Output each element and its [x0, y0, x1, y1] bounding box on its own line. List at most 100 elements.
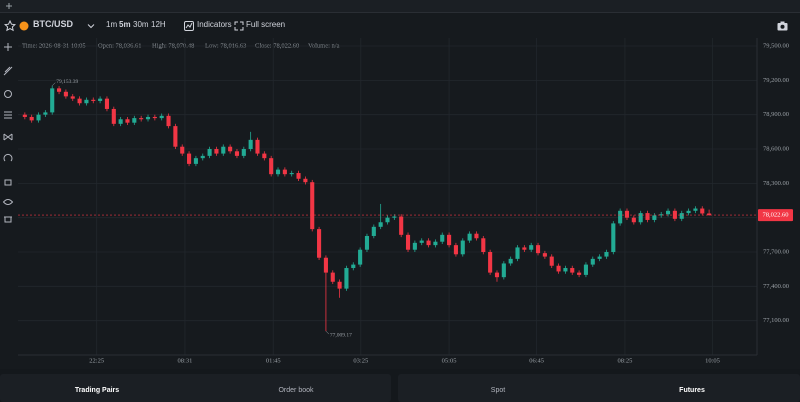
candle-body [631, 217, 636, 223]
candle-body [84, 99, 89, 104]
x-tick-label: 08:31 [178, 357, 193, 364]
drawing-tools [0, 39, 16, 369]
candle-body [597, 256, 602, 259]
candle-body [187, 153, 192, 164]
candle-body [515, 247, 520, 259]
candle-body [474, 233, 479, 239]
candle-body [289, 173, 294, 175]
candle-body [405, 234, 411, 250]
candle-body [323, 257, 328, 273]
candle-body [549, 256, 554, 266]
candle-body [63, 91, 68, 97]
candle-body [624, 210, 630, 218]
candle-body [604, 252, 609, 257]
tab[interactable]: Futures [679, 387, 705, 394]
candle-body [535, 245, 541, 254]
right-panel: Spot Futures [398, 374, 800, 402]
y-tick-label: 78,300.00 [763, 180, 789, 187]
candle-body [303, 178, 308, 183]
candle-body [522, 247, 527, 250]
interval[interactable]: 12H [151, 20, 166, 29]
delete-tool[interactable] [4, 216, 12, 223]
candle-body [118, 119, 123, 124]
low-annotation: 77,009.17 [330, 332, 352, 338]
pattern-tool[interactable] [3, 133, 13, 141]
candle-body [611, 223, 616, 253]
candle-body [104, 98, 110, 109]
add-icon[interactable] [3, 0, 15, 12]
interval[interactable]: 1m [106, 20, 118, 29]
candle-body [542, 253, 547, 257]
brush-tool[interactable] [3, 153, 13, 162]
candle-body [22, 114, 27, 117]
candle-body [77, 98, 82, 104]
candle-body [529, 245, 534, 250]
candle-body [412, 242, 417, 250]
candle-body [570, 268, 575, 273]
interval[interactable]: 30m [133, 20, 149, 29]
x-tick-label: 05:05 [442, 357, 457, 364]
fullscreen-icon[interactable] [234, 21, 244, 31]
candle-body [371, 226, 376, 236]
candle-body [453, 245, 458, 255]
y-tick-label: 79,200.00 [763, 77, 789, 84]
indicators-button[interactable]: Indicators [197, 20, 232, 29]
candle-body [98, 98, 103, 101]
y-tick-label: 77,400.00 [763, 283, 789, 290]
trendline-tool[interactable] [3, 66, 13, 76]
candle-body [665, 210, 671, 215]
candle-body [132, 118, 137, 123]
candle-body [392, 216, 397, 218]
fib-tool[interactable] [4, 111, 12, 119]
symbol[interactable]: BTC/USD [33, 19, 73, 29]
candle-body [378, 222, 383, 227]
fullscreen-button[interactable]: Full screen [246, 20, 286, 29]
y-tick-label: 77,100.00 [763, 317, 789, 324]
candle-body [275, 169, 281, 175]
candle-body [221, 146, 226, 154]
x-tick-label: 03:25 [353, 357, 368, 364]
candle-body [577, 272, 582, 275]
screenshot-icon[interactable] [777, 21, 788, 31]
candle-body [57, 88, 62, 92]
candle-body [563, 268, 568, 272]
x-tick-label: 10:05 [705, 357, 720, 364]
low-annotation-line [325, 330, 330, 335]
symbol-dropdown[interactable] [87, 22, 95, 30]
candle-body [645, 213, 650, 220]
candle-body [248, 139, 253, 150]
chart-background [16, 39, 800, 369]
tab[interactable]: Spot [490, 387, 506, 394]
candle-body [385, 217, 390, 223]
candle-body [310, 182, 315, 230]
left-panel: Trading Pairs Order book [0, 374, 391, 402]
crosshair-tool[interactable] [4, 43, 12, 51]
visibility-tool[interactable] [2, 199, 14, 205]
indicators-icon[interactable] [184, 21, 194, 31]
coin-icon [19, 21, 29, 31]
candle-body [638, 213, 643, 223]
y-tick-label: 78,600.00 [763, 145, 789, 152]
y-tick-label: 79,500.00 [763, 42, 789, 49]
favorite-icon[interactable] [4, 20, 16, 32]
lock-tool[interactable] [4, 179, 12, 186]
candle-body [686, 210, 691, 214]
candle-body [317, 229, 322, 258]
interval[interactable]: 5m [119, 20, 131, 29]
x-tick-label: 08:25 [618, 357, 633, 364]
tab[interactable]: Trading Pairs [74, 387, 120, 394]
candle-body [111, 108, 116, 124]
candle-body [296, 173, 301, 179]
candle-body [488, 252, 493, 273]
candle-body [501, 263, 506, 278]
top-bar [0, 0, 800, 13]
candle-body [426, 240, 431, 246]
candle-body [166, 115, 171, 127]
candle-body [139, 118, 144, 120]
circle-tool[interactable] [4, 90, 12, 98]
candle-body [590, 258, 595, 265]
chart: Time: 2026-08-31 10:05 Open: 78,036.61 H… [16, 38, 800, 369]
tab[interactable]: Order book [278, 387, 314, 394]
candle-body [467, 233, 472, 241]
candle-body [70, 96, 75, 99]
